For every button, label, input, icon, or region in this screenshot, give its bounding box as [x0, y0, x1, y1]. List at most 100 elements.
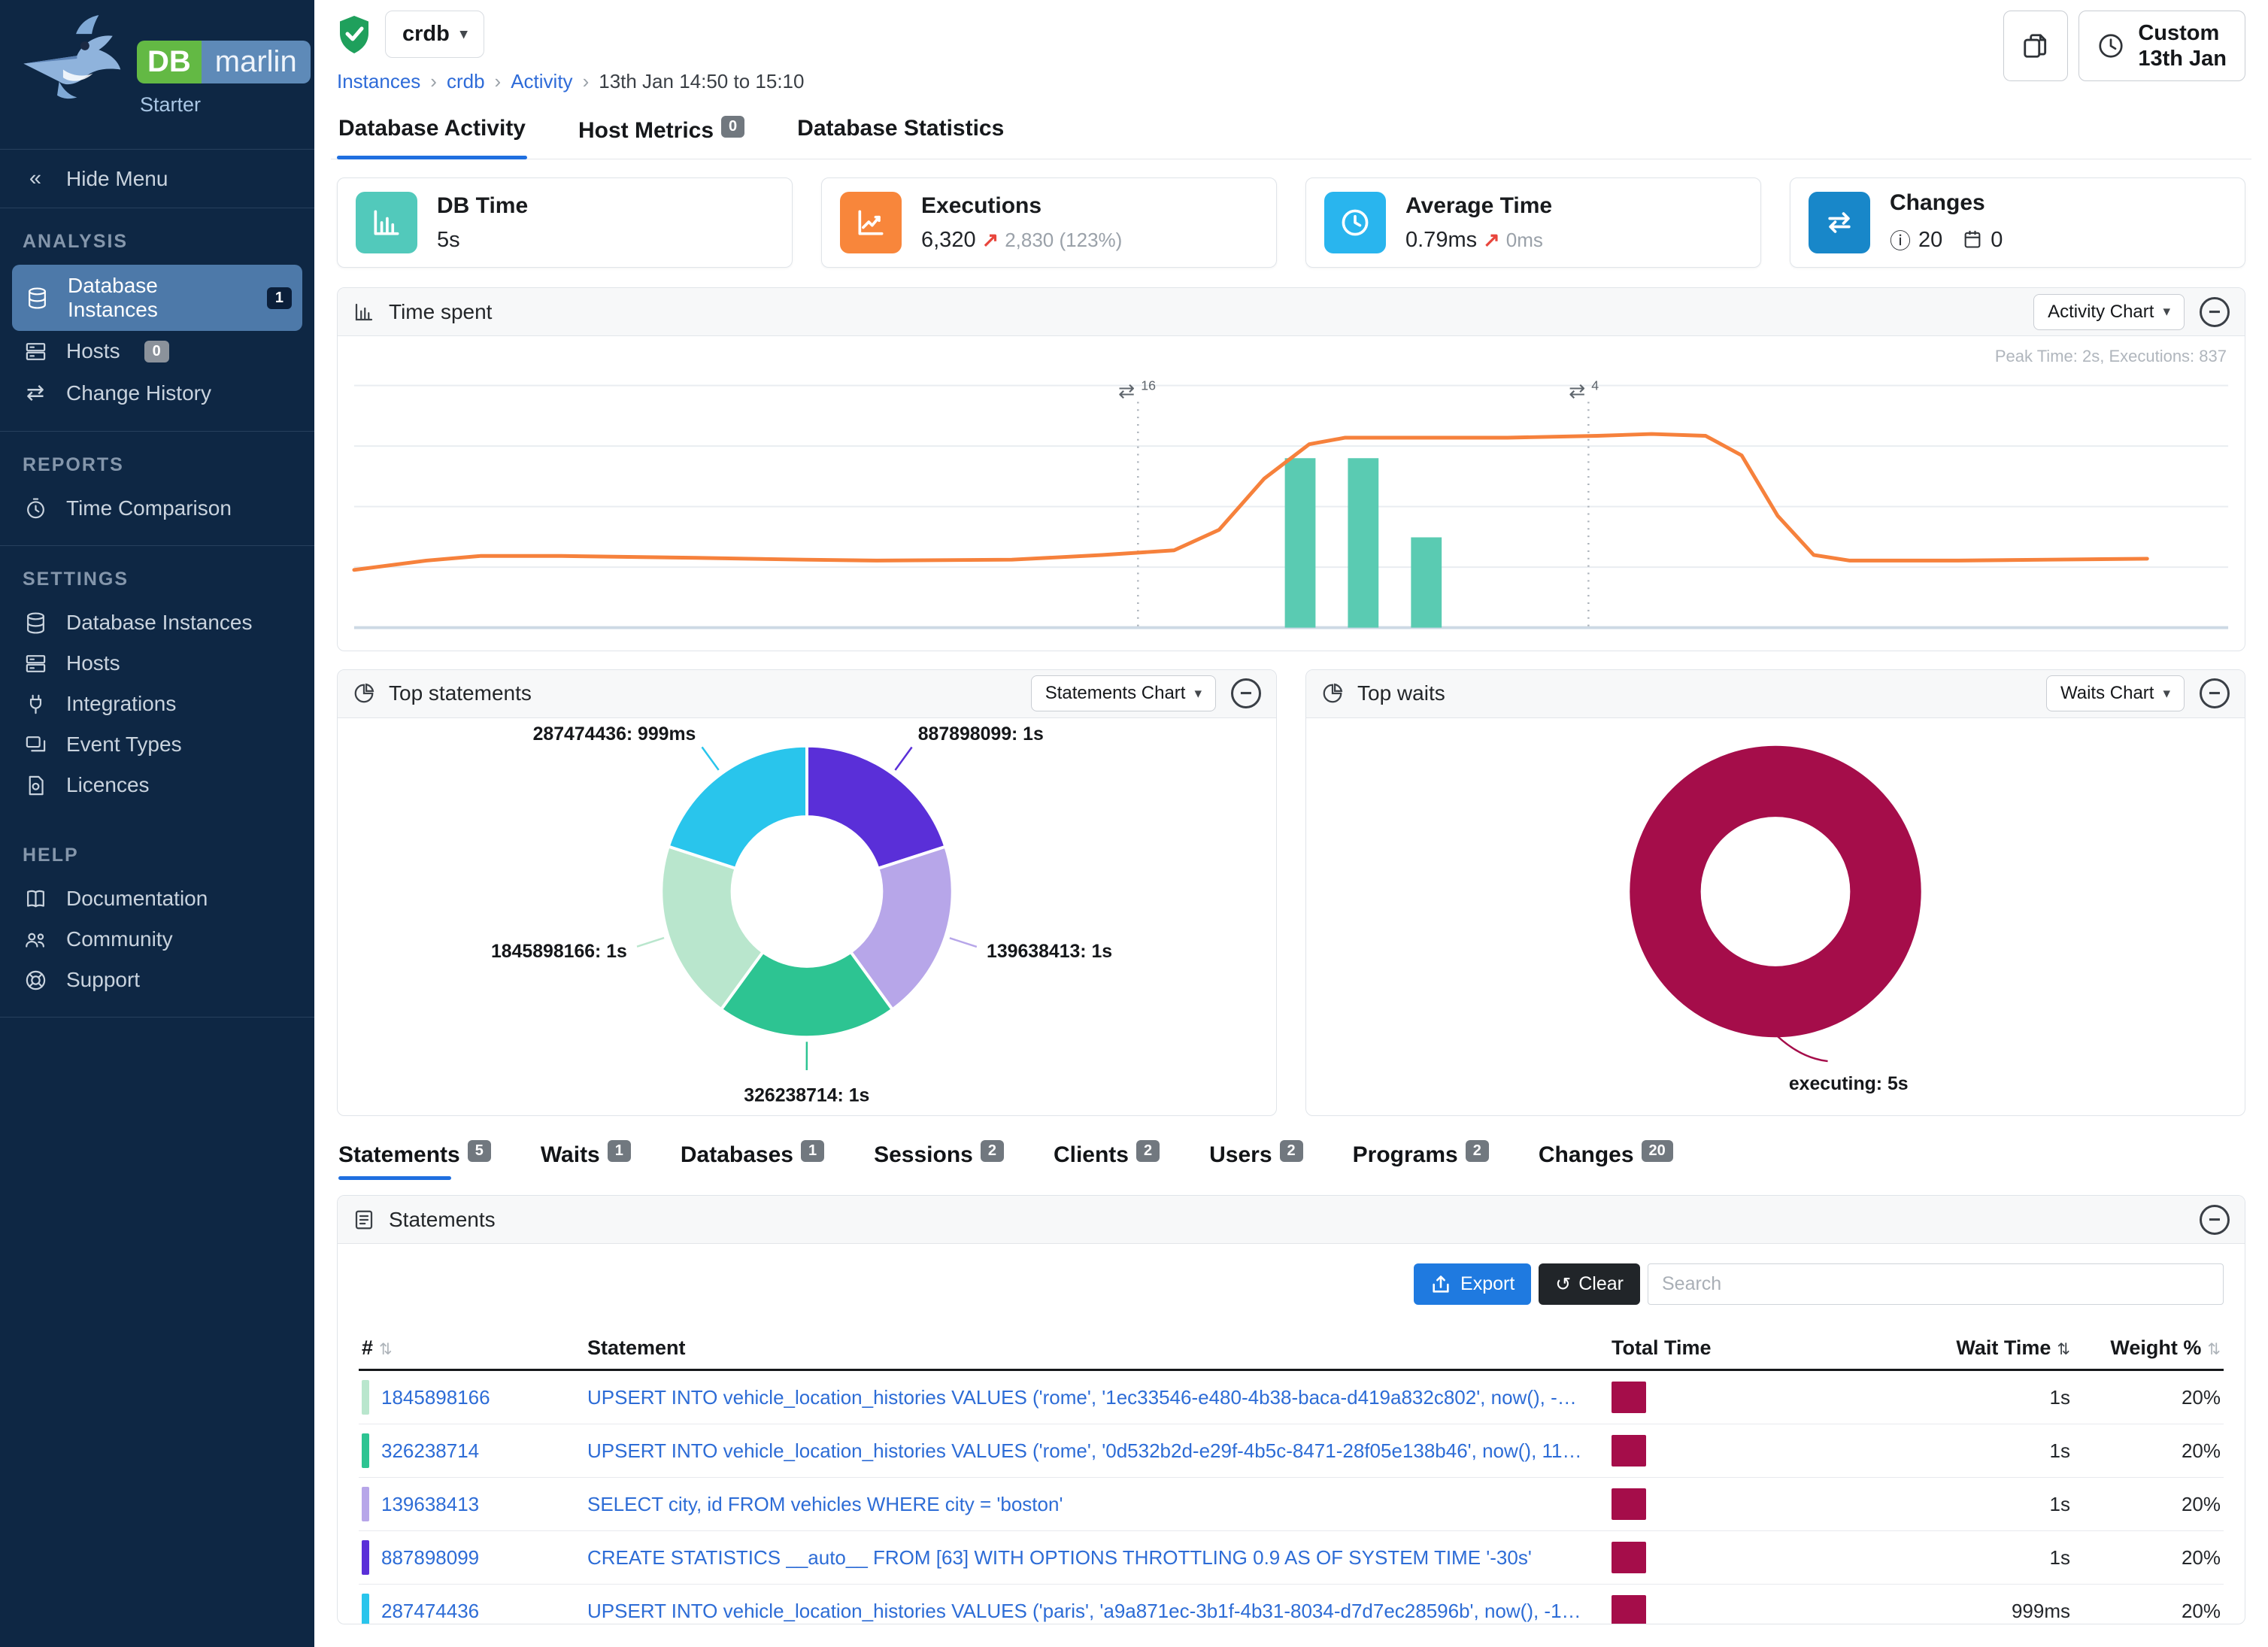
- time-spent-chart[interactable]: ⇄16⇄414:5014:5515:0015:05: [348, 366, 2234, 651]
- sidebar-item-licences[interactable]: Licences: [0, 765, 314, 805]
- brand: DB marlin Starter: [0, 0, 314, 149]
- svg-text:326238714: 1s: 326238714: 1s: [744, 1085, 869, 1106]
- breadcrumb-separator: ›: [494, 70, 502, 93]
- tab-changes[interactable]: Changes 20: [1539, 1140, 1673, 1180]
- tab-host-metrics[interactable]: Host Metrics 0: [577, 105, 746, 159]
- collapse-panel-button[interactable]: −: [2200, 296, 2230, 327]
- statement-link[interactable]: CREATE STATISTICS __auto__ FROM [63] WIT…: [587, 1545, 1532, 1569]
- column-header-id[interactable]: # ⇅: [362, 1336, 393, 1360]
- sidebar-item-time-comparison[interactable]: Time Comparison: [0, 488, 314, 529]
- tab-clients[interactable]: Clients 2: [1054, 1140, 1160, 1180]
- sidebar-item-label: Event Types: [66, 733, 182, 756]
- group-title: REPORTS: [23, 454, 124, 475]
- statements-body: Export ↺ Clear #⇅ Statement Total Time W…: [338, 1244, 2245, 1624]
- sidebar-item-support[interactable]: Support: [0, 960, 314, 1000]
- breadcrumb-separator: ›: [430, 70, 437, 93]
- statement-link[interactable]: UPSERT INTO vehicle_location_histories V…: [587, 1439, 1612, 1462]
- breadcrumb-crdb[interactable]: crdb: [446, 70, 485, 93]
- sidebar-item-settings-database-instances[interactable]: Database Instances: [0, 602, 314, 643]
- table-toolbar: Export ↺ Clear: [359, 1263, 2224, 1306]
- licence-icon: [21, 774, 50, 797]
- statement-id-link[interactable]: 887898099: [362, 1540, 587, 1576]
- sidebar-item-community[interactable]: Community: [0, 919, 314, 960]
- column-header-statement[interactable]: Statement: [587, 1336, 686, 1360]
- activity-chart-select[interactable]: Activity Chart ▾: [2033, 293, 2185, 330]
- brand-wordmark: DB marlin: [137, 41, 311, 83]
- export-icon: [1433, 1275, 1449, 1293]
- sidebar-item-label: Community: [66, 927, 173, 951]
- statement-id-link[interactable]: 139638413: [362, 1487, 587, 1522]
- statement-id-link[interactable]: 287474436: [362, 1594, 587, 1624]
- time-range-label: Custom 13th Jan: [2138, 20, 2227, 71]
- instance-name: crdb: [402, 22, 450, 46]
- count-badge: 0: [721, 116, 745, 138]
- brand-db: DB: [137, 41, 202, 83]
- panel-header: Time spent Activity Chart ▾ −: [338, 288, 2245, 336]
- tab-users[interactable]: Users 2: [1209, 1140, 1303, 1180]
- detail-tabs: Statements 5 Waits 1 Databases 1 Sessions 2 …: [337, 1140, 2245, 1181]
- copy-link-button[interactable]: [2003, 11, 2069, 81]
- sort-icon: ⇅: [379, 1341, 393, 1359]
- sidebar-item-integrations[interactable]: Integrations: [0, 684, 314, 724]
- collapse-panel-button[interactable]: −: [2200, 678, 2230, 709]
- panel-header: Statements −: [338, 1196, 2245, 1245]
- kpi-info-count: 20: [1918, 227, 1943, 252]
- tab-programs[interactable]: Programs 2: [1353, 1140, 1489, 1180]
- divider: [0, 545, 314, 546]
- table-row: 326238714 UPSERT INTO vehicle_location_h…: [359, 1424, 2224, 1479]
- time-range-button[interactable]: Custom 13th Jan: [2078, 11, 2245, 81]
- column-header-weight[interactable]: Weight % ⇅: [2110, 1336, 2221, 1360]
- sidebar-item-settings-hosts[interactable]: Hosts: [0, 643, 314, 684]
- breadcrumb-instances[interactable]: Instances: [337, 70, 421, 93]
- breadcrumb-separator: ›: [582, 70, 590, 93]
- sidebar-item-documentation[interactable]: Documentation: [0, 878, 314, 919]
- weight-value: 20%: [2181, 1492, 2221, 1515]
- tab-database-statistics[interactable]: Database Statistics: [797, 116, 1005, 141]
- tab-database-activity[interactable]: Database Activity: [337, 105, 527, 159]
- divider: [0, 431, 314, 432]
- collapse-panel-button[interactable]: −: [2200, 1204, 2230, 1235]
- column-header-wait-time[interactable]: Wait Time ⇅: [1956, 1336, 2070, 1360]
- statement-link[interactable]: SELECT city, id FROM vehicles WHERE city…: [587, 1492, 1063, 1515]
- statements-chart-select[interactable]: Statements Chart ▾: [1030, 675, 1216, 712]
- hide-menu-button[interactable]: « Hide Menu: [0, 150, 314, 208]
- breadcrumb-activity[interactable]: Activity: [511, 70, 573, 93]
- clear-button[interactable]: ↺ Clear: [1539, 1263, 1640, 1306]
- statement-id-link[interactable]: 326238714: [362, 1433, 587, 1469]
- export-button[interactable]: Export: [1414, 1263, 1532, 1306]
- tab-waits[interactable]: Waits 1: [541, 1140, 631, 1180]
- statement-id-link[interactable]: 1845898166: [362, 1380, 587, 1415]
- sidebar-item-label: Time Comparison: [66, 496, 232, 520]
- sidebar-item-database-instances[interactable]: Database Instances 1: [12, 265, 302, 331]
- pie-chart-icon: [1323, 683, 1343, 703]
- sidebar-group-reports: REPORTS Time Comparison: [0, 432, 314, 545]
- statement-link[interactable]: UPSERT INTO vehicle_location_histories V…: [587, 1599, 1612, 1622]
- color-chip: [362, 1380, 369, 1415]
- instance-selector[interactable]: crdb ▾: [385, 11, 485, 58]
- life-ring-icon: [21, 969, 50, 992]
- sidebar-item-hosts[interactable]: Hosts 0: [0, 331, 314, 372]
- top-statements-chart[interactable]: 887898099: 1s 139638413: 1s 326238714: 1s 1…: [344, 720, 1270, 1116]
- search-input[interactable]: [1648, 1263, 2224, 1306]
- sidebar-item-label: Hosts: [66, 339, 120, 362]
- sidebar-item-change-history[interactable]: ⇄ Change History: [0, 372, 314, 414]
- wait-time-value: 999ms: [2011, 1599, 2070, 1622]
- collapse-panel-button[interactable]: −: [1231, 678, 1261, 709]
- count-badge: 2: [1136, 1140, 1160, 1163]
- people-icon: [21, 928, 50, 951]
- topbar: crdb ▾ Instances › crdb › Activity › 13t…: [331, 0, 2251, 99]
- top-waits-chart[interactable]: executing: 5s: [1312, 720, 2239, 1116]
- sidebar: DB marlin Starter « Hide Menu ANALYSIS Da…: [0, 0, 314, 1647]
- tab-sessions[interactable]: Sessions 2: [874, 1140, 1004, 1180]
- sidebar-item-event-types[interactable]: Event Types: [0, 724, 314, 765]
- statement-link[interactable]: UPSERT INTO vehicle_location_histories V…: [587, 1385, 1612, 1409]
- column-header-total-time[interactable]: Total Time: [1612, 1336, 1712, 1360]
- tab-databases[interactable]: Databases 1: [681, 1140, 825, 1180]
- count-badge: 2: [1279, 1140, 1303, 1163]
- trend-up-icon: ↗: [981, 228, 999, 251]
- count-badge: 0: [144, 340, 169, 362]
- waits-chart-select[interactable]: Waits Chart ▾: [2045, 675, 2185, 712]
- kpi-value: 6,320: [921, 227, 976, 252]
- tab-statements[interactable]: Statements 5: [338, 1140, 491, 1181]
